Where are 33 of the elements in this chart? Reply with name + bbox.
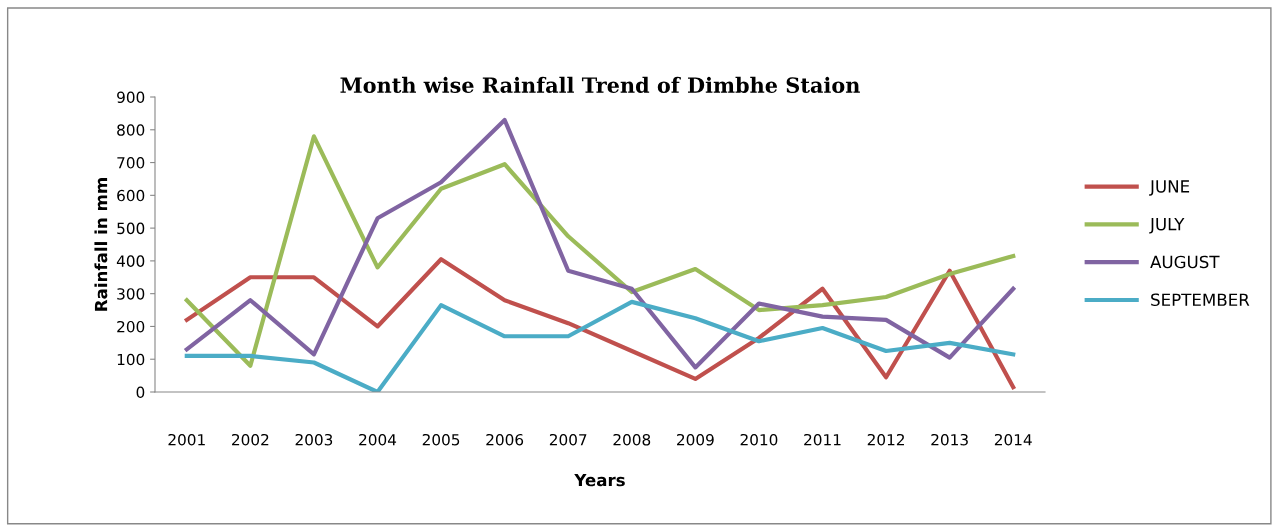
y-tick-label: 500 xyxy=(117,222,145,235)
line-series xyxy=(184,299,1016,392)
legend-label: JUNE xyxy=(1149,180,1190,196)
chart-title: Month wise Rainfall Trend of Dimbhe Staion xyxy=(340,76,860,93)
y-tick-label: 600 xyxy=(117,189,145,202)
x-tick-label: 2012 xyxy=(867,433,904,446)
y-tick-label: 700 xyxy=(117,157,145,169)
x-tick-label: 2013 xyxy=(931,433,968,446)
legend-label: SEPTEMBER xyxy=(1151,293,1250,307)
x-tick-label: 2001 xyxy=(168,433,205,446)
y-tick-label: 900 xyxy=(117,91,145,104)
x-tick-label: 2005 xyxy=(422,433,460,446)
x-tick-label: 2014 xyxy=(994,433,1032,446)
x-tick-label: 2010 xyxy=(740,433,778,446)
legend-label: JULY xyxy=(1149,218,1185,234)
legend-label: AUGUST xyxy=(1150,255,1220,269)
line-series xyxy=(184,257,1016,390)
y-tick-label: 0 xyxy=(136,386,145,399)
x-tick-label: 2009 xyxy=(677,433,714,446)
y-tick-label: 200 xyxy=(117,320,145,333)
x-tick-label: 2006 xyxy=(486,433,524,446)
x-tick-label: 2004 xyxy=(359,433,397,446)
x-tick-label: 2008 xyxy=(613,433,651,446)
x-tick-label: 2002 xyxy=(232,433,269,446)
y-tick-label: 800 xyxy=(117,124,145,136)
x-tick-label: 2007 xyxy=(549,433,587,446)
x-axis-title: Years xyxy=(574,473,625,487)
x-tick-label: 2003 xyxy=(295,433,333,446)
x-tick-label: 2011 xyxy=(804,433,841,446)
y-tick-label: 300 xyxy=(117,288,145,300)
y-tick-label: 100 xyxy=(117,353,145,366)
y-tick-label: 400 xyxy=(116,255,145,267)
y-axis-title: Rainfall in mm xyxy=(94,178,108,311)
